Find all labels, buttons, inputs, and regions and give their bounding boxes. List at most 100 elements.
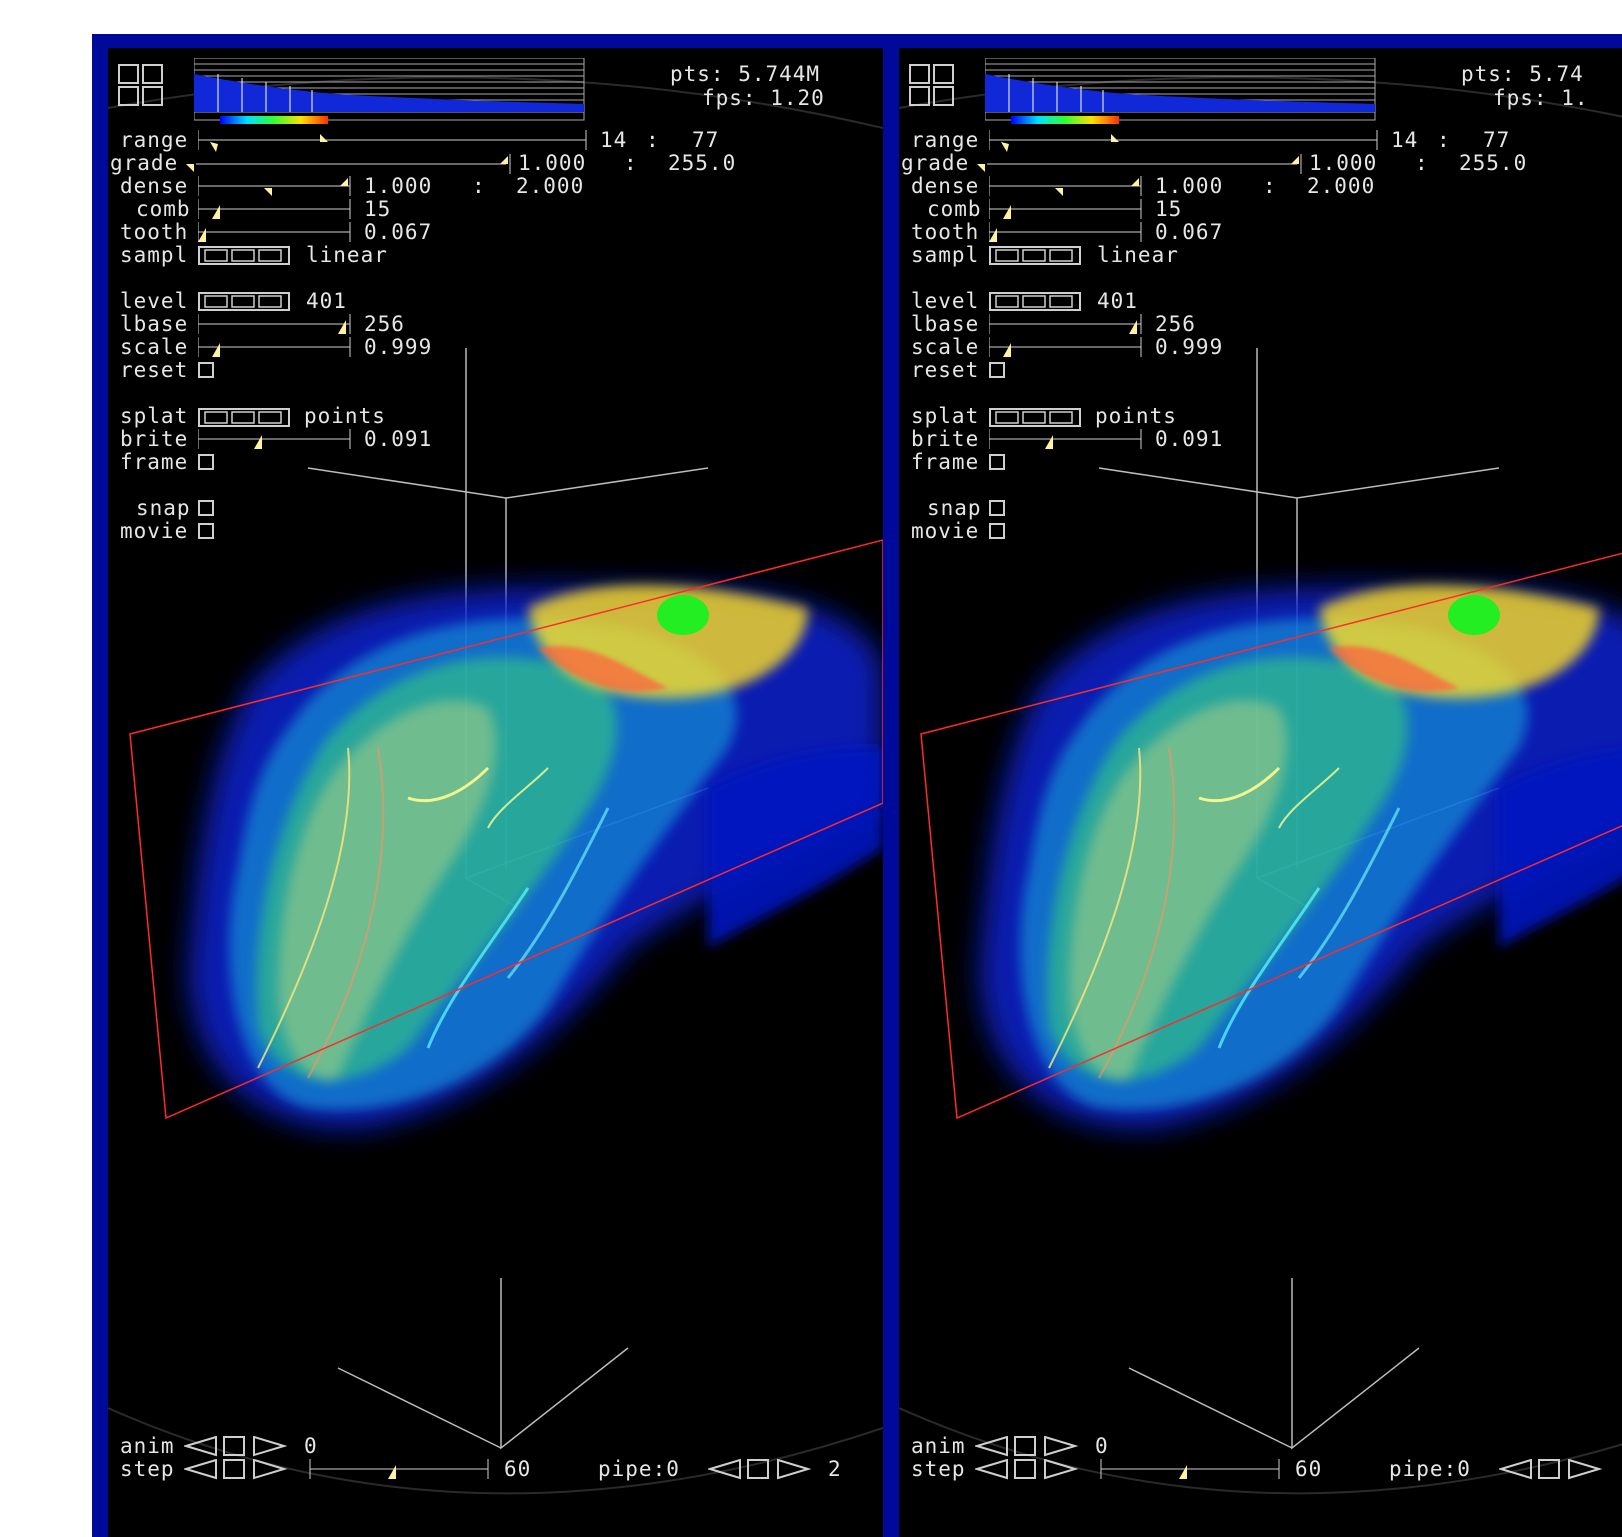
splat-label: splat	[120, 404, 189, 428]
comb-slider[interactable]	[198, 199, 354, 223]
scale-value: 0.999	[1155, 335, 1224, 359]
lbase-slider[interactable]	[989, 314, 1145, 338]
range-slider[interactable]	[198, 130, 588, 154]
slider-marker-icon	[212, 343, 220, 357]
control-panel: pts: 5.744M fps: 1.20 range 14 : 77 grad…	[108, 48, 883, 1537]
grade-sep: :	[624, 151, 638, 175]
reset-label: reset	[120, 358, 189, 382]
brite-slider[interactable]	[989, 429, 1145, 453]
left-viewport[interactable]: pts: 5.744M fps: 1.20 range 14 : 77 grad…	[108, 48, 883, 1537]
step-back-arrow-icon	[1499, 1459, 1532, 1480]
histogram-icon[interactable]	[985, 58, 1377, 128]
grade-slider[interactable]	[186, 152, 516, 176]
splat-selector[interactable]	[198, 408, 292, 428]
slider-marker-icon	[1179, 1465, 1187, 1479]
sampl-label: sampl	[120, 243, 189, 267]
anim-label: anim	[120, 1434, 175, 1458]
dense-slider[interactable]	[198, 176, 354, 200]
comb-slider[interactable]	[989, 199, 1145, 223]
step-forward-arrow-icon	[1568, 1459, 1603, 1480]
tooth-slider[interactable]	[198, 222, 354, 246]
level-value: 401	[1097, 289, 1138, 313]
render-scene[interactable]	[108, 48, 883, 1537]
slider-marker-icon	[1045, 435, 1053, 449]
dense-sep: :	[472, 174, 486, 198]
guide-arc-bottom	[899, 1407, 1622, 1495]
movie-label: movie	[120, 519, 189, 543]
level-selector[interactable]	[198, 292, 292, 312]
slider-marker-icon	[1003, 205, 1011, 219]
control-panel: pts: 5.74 fps: 1. range 14 : 77 grade 1.…	[899, 48, 1622, 1537]
step-controls[interactable]	[975, 1459, 1081, 1481]
step-back-arrow-icon	[184, 1459, 217, 1480]
dense-max: 2.000	[516, 174, 585, 198]
slider-marker-icon	[1131, 178, 1139, 186]
level-value: 401	[306, 289, 347, 313]
colormap-bar	[220, 116, 328, 124]
step-slider[interactable]	[1099, 1459, 1283, 1483]
splat-label: splat	[911, 404, 980, 428]
pipe-controls[interactable]	[708, 1459, 814, 1481]
step-controls[interactable]	[184, 1459, 290, 1481]
reset-checkbox[interactable]	[989, 362, 1005, 378]
green-marker	[657, 595, 709, 635]
dense-slider[interactable]	[989, 176, 1145, 200]
snap-label: snap	[927, 496, 982, 520]
lbase-slider[interactable]	[198, 314, 354, 338]
slider-marker-icon	[977, 164, 985, 172]
step-forward-arrow-icon	[253, 1436, 288, 1457]
histogram-icon[interactable]	[194, 58, 586, 128]
anim-controls[interactable]	[975, 1436, 1081, 1458]
right-viewport[interactable]: pts: 5.74 fps: 1. range 14 : 77 grade 1.…	[899, 48, 1622, 1537]
movie-checkbox[interactable]	[989, 523, 1005, 539]
step-forward-arrow-icon	[1044, 1436, 1079, 1457]
sampl-selector[interactable]	[198, 246, 292, 266]
frame-checkbox[interactable]	[989, 454, 1005, 470]
slider-marker-icon	[338, 320, 346, 334]
lbase-value: 256	[1155, 312, 1196, 336]
pipe-controls[interactable]	[1499, 1459, 1605, 1481]
pipe-value: 2	[828, 1457, 842, 1481]
reset-checkbox[interactable]	[198, 362, 214, 378]
slider-marker-icon	[1291, 156, 1299, 164]
movie-checkbox[interactable]	[198, 523, 214, 539]
layout-grid-icon[interactable]	[909, 64, 955, 106]
brite-value: 0.091	[1155, 427, 1224, 451]
splat-selector[interactable]	[989, 408, 1083, 428]
step-slider[interactable]	[308, 1459, 492, 1483]
volume-rendering	[188, 584, 883, 1129]
tooth-value: 0.067	[1155, 220, 1224, 244]
tooth-slider[interactable]	[989, 222, 1145, 246]
sampl-selector[interactable]	[989, 246, 1083, 266]
frame-checkbox[interactable]	[198, 454, 214, 470]
level-selector[interactable]	[989, 292, 1083, 312]
step-label: step	[911, 1457, 966, 1481]
snap-checkbox[interactable]	[198, 500, 214, 516]
grade-slider[interactable]	[977, 152, 1307, 176]
grade-label: grade	[901, 151, 970, 175]
sampl-label: sampl	[911, 243, 980, 267]
range-slider[interactable]	[989, 130, 1379, 154]
layout-grid-icon[interactable]	[118, 64, 164, 106]
scale-slider[interactable]	[198, 337, 354, 361]
fps-readout: fps: 1.20	[702, 86, 825, 110]
scale-value: 0.999	[364, 335, 433, 359]
fps-readout: fps: 1.	[1493, 86, 1589, 110]
snap-checkbox[interactable]	[989, 500, 1005, 516]
level-label: level	[120, 289, 189, 313]
lbase-value: 256	[364, 312, 405, 336]
movie-label: movie	[911, 519, 980, 543]
lbase-label: lbase	[120, 312, 189, 336]
sampl-value: linear	[1097, 243, 1179, 267]
slider-marker-icon	[1111, 134, 1119, 142]
sampl-value: linear	[306, 243, 388, 267]
anim-controls[interactable]	[184, 1436, 290, 1458]
dense-min: 1.000	[1155, 174, 1224, 198]
range-max: 77	[1483, 128, 1511, 152]
level-label: level	[911, 289, 980, 313]
brite-slider[interactable]	[198, 429, 354, 453]
render-scene[interactable]	[899, 48, 1622, 1537]
scale-slider[interactable]	[989, 337, 1145, 361]
frame-label: frame	[911, 450, 980, 474]
anim-value: 0	[304, 1434, 318, 1458]
